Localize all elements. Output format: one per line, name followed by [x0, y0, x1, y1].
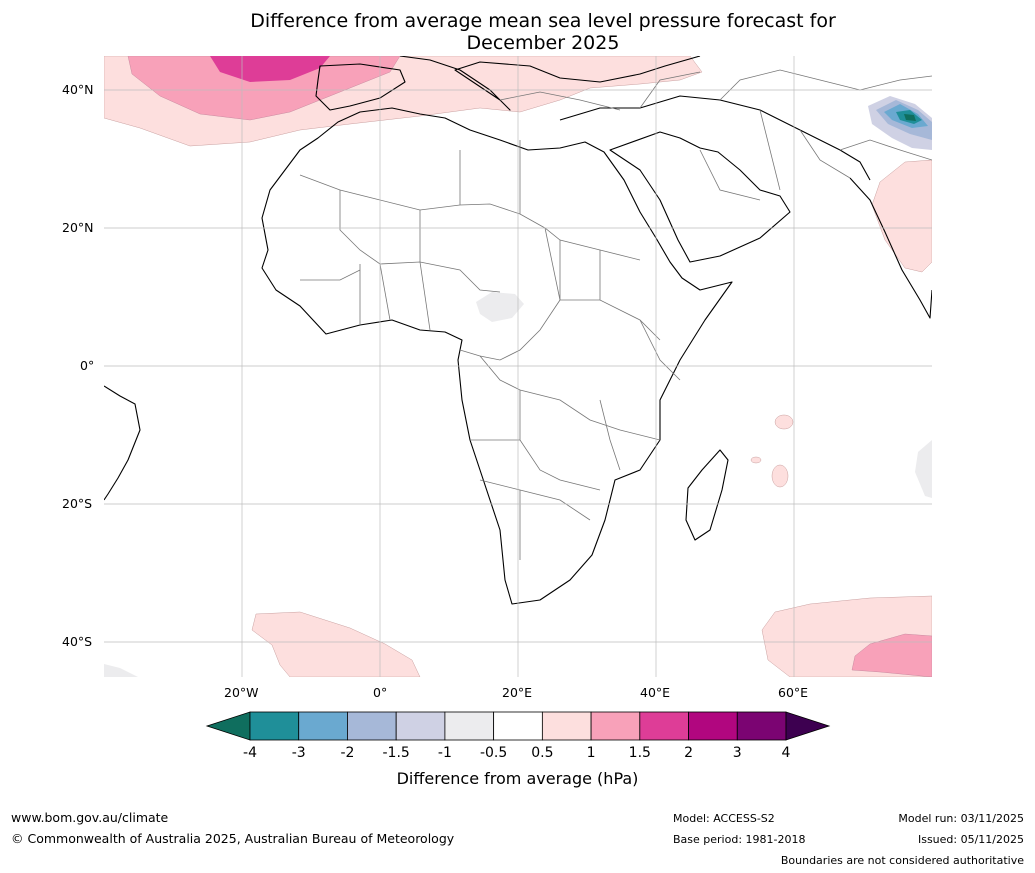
colorbar-extend-max [785, 711, 831, 741]
europe-coast [399, 56, 701, 111]
colorbar-cell [736, 711, 787, 741]
lat-label-20s: 20°S [62, 496, 93, 511]
colorbar-cell [688, 711, 738, 741]
colorbar-title: Difference from average (hPa) [396, 769, 639, 788]
title-line-2: December 2025 [466, 32, 620, 54]
middleeast-coast [559, 95, 871, 181]
lon-label-0: 0° [373, 685, 388, 700]
colorbar-cell [444, 711, 495, 741]
colorbar-tick-label: 4 [781, 745, 791, 761]
anomaly-region-india [871, 159, 932, 273]
colorbar-tick-label: -1 [437, 745, 452, 761]
colorbar-cell [395, 711, 446, 741]
anomaly-region-north-strong [210, 56, 330, 82]
map-title: Difference from average mean sea level p… [0, 10, 1035, 54]
lon-label-60e: 60°E [778, 685, 809, 700]
anomaly-region-io-1 [774, 414, 794, 430]
footer-copyright: © Commonwealth of Australia 2025, Austra… [11, 831, 455, 846]
lon-label-20e: 20°E [502, 685, 533, 700]
anomaly-region-north-medium [127, 56, 401, 121]
footer-website: www.bom.gov.au/climate [11, 810, 169, 825]
arabia-coast [609, 131, 791, 263]
madagascar-coast [685, 449, 729, 541]
footer-base-period: Base period: 1981-2018 [673, 833, 806, 846]
anomaly-region-south-west-grey [104, 664, 138, 677]
lon-label-40e: 40°E [640, 685, 671, 700]
colorbar-cell [493, 711, 543, 741]
colorbar-cell [590, 711, 641, 741]
india-coast [849, 177, 932, 319]
lat-label-0: 0° [80, 358, 95, 373]
colorbar-tick-label: -0.5 [479, 745, 508, 761]
country-borders [299, 69, 932, 560]
lat-label-40s: 40°S [62, 634, 93, 649]
colorbar-tick-label: -4 [243, 745, 257, 761]
lat-label-40n: 40°N [62, 82, 94, 97]
gridlines [104, 56, 932, 677]
colorbar-cells [249, 711, 787, 741]
colorbar-tick-label: -1.5 [382, 745, 410, 761]
anomaly-region-io-2 [771, 464, 789, 488]
colorbar-tick-label: 0.5 [531, 745, 554, 761]
colorbar-tick-label: 3 [732, 745, 742, 761]
anomaly-region-south-east-medium [851, 633, 932, 677]
colorbar-cell [639, 711, 689, 741]
africa-coast [261, 107, 733, 605]
anomaly-region-io-3 [750, 456, 762, 464]
colorbar-cell [347, 711, 397, 741]
colorbar-tick-label: 2 [684, 745, 693, 761]
anomaly-region-io-grey [915, 440, 932, 498]
colorbar-cell [298, 711, 348, 741]
colorbar-extend-min [205, 711, 251, 741]
coastlines [104, 56, 932, 605]
colorbar-tick-label: 1.5 [628, 745, 651, 761]
lon-label-20w: 20°W [224, 685, 259, 700]
colorbar-cell [541, 711, 592, 741]
footer-issued: Issued: 05/11/2025 [917, 833, 1024, 846]
colorbar-cell [249, 711, 300, 741]
colorbar [205, 711, 831, 741]
anomaly-contours [104, 56, 932, 677]
anomaly-region-central-africa [476, 292, 524, 322]
footer-model: Model: ACCESS-S2 [673, 812, 775, 825]
colorbar-tick-label: -3 [291, 745, 306, 761]
footer-model-run: Model run: 03/11/2025 [898, 812, 1024, 825]
lat-label-20n: 20°N [62, 220, 94, 235]
anomaly-region-tibet-5 [904, 114, 916, 121]
colorbar-tick-label: -2 [340, 745, 355, 761]
colorbar-tick-label: 1 [586, 745, 596, 761]
title-line-1: Difference from average mean sea level p… [250, 10, 836, 32]
anomaly-region-south-atlantic [251, 611, 421, 677]
footer-disclaimer: Boundaries are not considered authoritat… [780, 854, 1024, 867]
south-america-coast [104, 385, 141, 501]
